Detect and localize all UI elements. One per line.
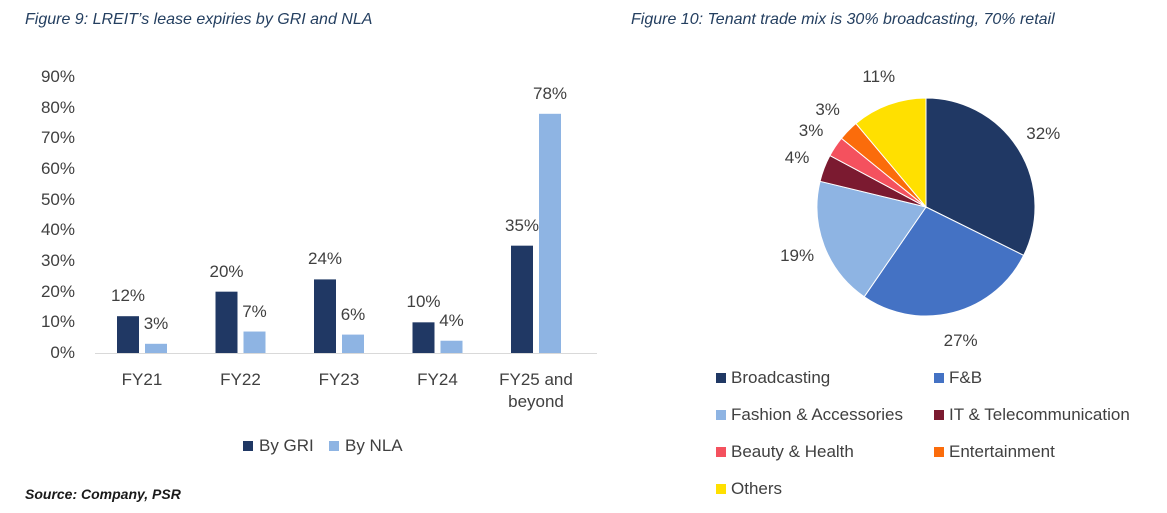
y-tick-label: 80% — [40, 97, 75, 117]
bar-by-nla-fy24 — [440, 340, 463, 353]
legend-label: Fashion & Accessories — [731, 405, 903, 424]
legend-swatch-others — [716, 484, 726, 494]
legend-label: F&B — [949, 368, 983, 387]
x-tick-label: FY23 — [318, 370, 360, 389]
legend-swatch-fashion-accessories — [716, 410, 726, 420]
bar-by-nla-fy22 — [243, 331, 266, 353]
data-label: 10% — [406, 292, 441, 312]
lease-expiry-bar-chart — [95, 113, 597, 354]
pie-slice-fashion-accessories — [816, 180, 927, 298]
y-tick-label: 20% — [40, 281, 75, 301]
pie-data-label: 3% — [815, 100, 840, 120]
x-tick-label: FY21 — [121, 370, 163, 389]
bar-by-nla-fy25-and-beyond — [539, 113, 561, 353]
legend-swatch-beauty-health — [716, 447, 726, 457]
legend-swatch-f-b — [934, 373, 944, 383]
y-tick-label: 90% — [40, 67, 75, 86]
pie-slice-others — [855, 97, 927, 209]
data-label: 12% — [110, 286, 146, 306]
bar-by-gri-fy25-and-beyond — [511, 245, 533, 353]
data-label: 3% — [143, 313, 169, 333]
source-note: Source: Company, PSR — [25, 486, 181, 502]
pie-data-label: 3% — [798, 120, 824, 140]
legend-swatch-entertainment — [934, 447, 944, 457]
bar-by-gri-fy24 — [412, 322, 435, 353]
data-label: 78% — [532, 83, 568, 103]
legend-label: Broadcasting — [731, 368, 831, 387]
y-tick-label: 50% — [40, 189, 75, 209]
data-label: 35% — [504, 215, 540, 235]
data-label: 24% — [307, 249, 343, 269]
figure-9-title: Figure 9: LREIT’s lease expiries by GRI … — [25, 11, 373, 28]
x-tick-label: FY22 — [220, 370, 261, 389]
bar-by-gri-fy22 — [215, 291, 238, 353]
bar-by-nla-fy23 — [342, 334, 364, 353]
legend-label: IT & Telecommunication — [949, 405, 1130, 424]
pie-data-label: 11% — [862, 67, 896, 87]
pie-data-label: 19% — [780, 246, 815, 266]
data-label: 20% — [209, 261, 244, 281]
legend-label: Entertainment — [949, 442, 1055, 461]
legend-swatch-broadcasting — [716, 373, 726, 383]
legend-label: Beauty & Health — [731, 442, 854, 461]
pie-slice-broadcasting — [925, 97, 1036, 257]
data-label: 7% — [242, 301, 267, 321]
y-tick-label: 0% — [50, 343, 75, 362]
legend-swatch-by-nla — [329, 441, 339, 451]
y-tick-label: 60% — [40, 159, 75, 178]
legend-label: Others — [731, 479, 783, 498]
x-tick-label: FY25 and beyond — [499, 370, 573, 411]
legend-swatch-it-telecommunication — [934, 410, 944, 420]
pie-data-label: 32% — [1026, 124, 1061, 144]
y-tick-label: 40% — [40, 220, 75, 240]
legend-label: By GRI — [259, 436, 314, 455]
pie-data-label: 4% — [784, 147, 810, 167]
legend-label: By NLA — [345, 436, 403, 455]
pie-slice-f-b — [863, 206, 1025, 317]
x-tick-label: FY24 — [417, 370, 458, 389]
pie-data-label: 27% — [943, 330, 978, 350]
y-tick-label: 10% — [40, 312, 75, 332]
data-label: 6% — [340, 304, 366, 324]
bar-by-gri-fy23 — [314, 279, 336, 353]
bar-by-gri-fy21 — [117, 316, 139, 353]
bar-by-nla-fy21 — [145, 343, 167, 353]
y-tick-label: 70% — [40, 128, 75, 148]
figure-10-title: Figure 10: Tenant trade mix is 30% broad… — [631, 11, 1055, 28]
legend-swatch-by-gri — [243, 441, 253, 451]
data-label: 4% — [439, 310, 464, 330]
tenant-trade-mix-pie-chart — [816, 97, 1036, 317]
y-tick-label: 30% — [40, 251, 75, 270]
